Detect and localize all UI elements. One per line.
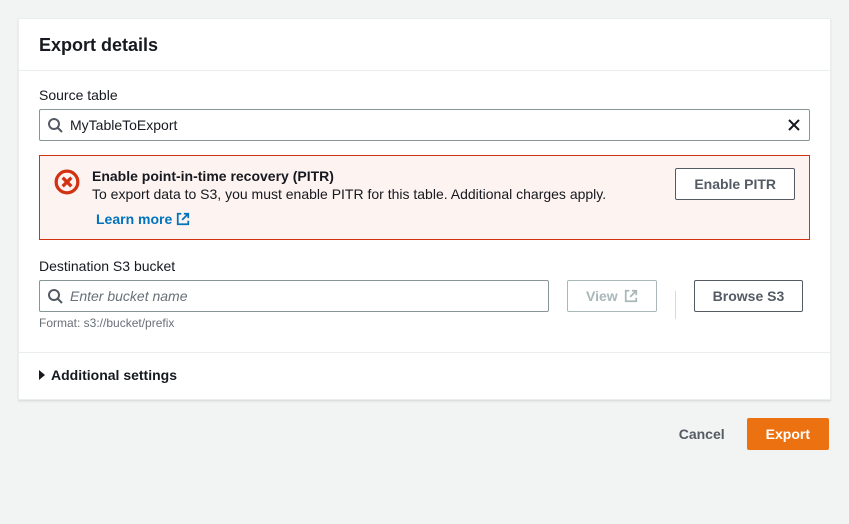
vertical-divider (675, 291, 676, 319)
export-details-panel: Export details Source table (18, 18, 831, 400)
enable-pitr-label: Enable PITR (694, 176, 776, 192)
panel-body: Source table (19, 71, 830, 352)
additional-settings-label: Additional settings (51, 367, 177, 383)
learn-more-text: Learn more (96, 211, 172, 227)
export-label: Export (766, 426, 810, 442)
additional-settings-toggle[interactable]: Additional settings (19, 352, 830, 399)
destination-row: Format: s3://bucket/prefix View Browse S… (39, 280, 810, 330)
close-icon (787, 118, 801, 132)
source-table-input-wrap (39, 109, 810, 141)
destination-label: Destination S3 bucket (39, 258, 810, 274)
clear-source-button[interactable] (784, 115, 804, 135)
caret-right-icon (39, 370, 45, 380)
view-bucket-button[interactable]: View (567, 280, 657, 312)
panel-header: Export details (19, 19, 830, 71)
external-link-icon (624, 289, 638, 303)
alert-content: Enable point-in-time recovery (PITR) To … (92, 168, 663, 227)
alert-title: Enable point-in-time recovery (PITR) (92, 168, 663, 184)
footer-actions: Cancel Export (18, 400, 831, 456)
panel-title: Export details (39, 35, 810, 56)
source-table-input[interactable] (39, 109, 810, 141)
browse-s3-button[interactable]: Browse S3 (694, 280, 804, 312)
learn-more-link[interactable]: Learn more (92, 211, 190, 227)
browse-s3-label: Browse S3 (713, 288, 785, 304)
error-circle-icon (54, 169, 80, 195)
destination-field: Destination S3 bucket Format: s3://bucke… (39, 258, 810, 330)
external-link-icon (176, 212, 190, 226)
destination-hint: Format: s3://bucket/prefix (39, 316, 549, 330)
destination-input-col: Format: s3://bucket/prefix (39, 280, 549, 330)
destination-bucket-input[interactable] (39, 280, 549, 312)
cancel-label: Cancel (679, 426, 725, 442)
alert-text: To export data to S3, you must enable PI… (92, 186, 663, 202)
enable-pitr-button[interactable]: Enable PITR (675, 168, 795, 200)
source-table-field: Source table (39, 87, 810, 240)
source-table-label: Source table (39, 87, 810, 103)
export-button[interactable]: Export (747, 418, 829, 450)
view-label: View (586, 288, 618, 304)
pitr-alert: Enable point-in-time recovery (PITR) To … (39, 155, 810, 240)
cancel-button[interactable]: Cancel (665, 418, 739, 450)
